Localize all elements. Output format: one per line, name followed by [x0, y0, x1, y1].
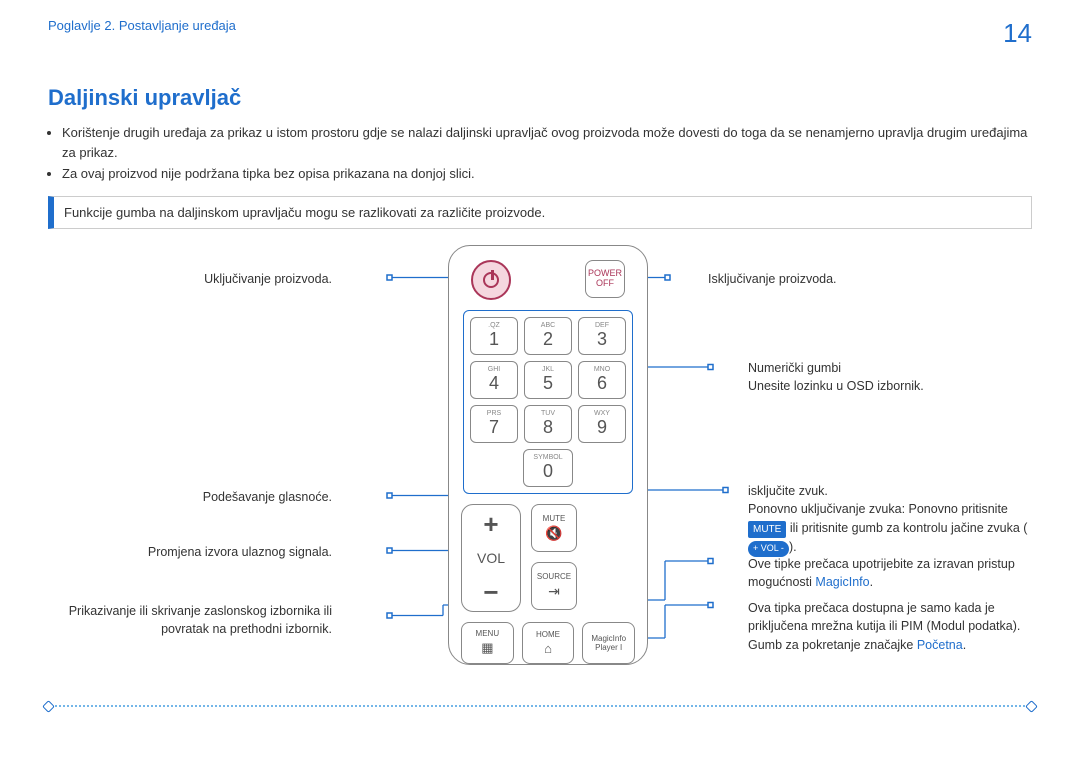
section-separator	[48, 705, 1032, 707]
page-number: 14	[1003, 18, 1032, 49]
numkey-1[interactable]: .QZ1	[470, 317, 518, 355]
numkey-6[interactable]: MNO6	[578, 361, 626, 399]
numkey-0[interactable]: SYMBOL0	[523, 449, 573, 487]
label-menu: Prikazivanje ili skrivanje zaslonskog iz…	[48, 602, 332, 640]
power-on-button[interactable]	[471, 260, 511, 300]
chapter-label: Poglavlje 2. Postavljanje uređaja	[48, 18, 236, 49]
page-title: Daljinski upravljač	[48, 85, 1032, 111]
numkey-8[interactable]: TUV8	[524, 405, 572, 443]
label-home: Ova tipka prečaca dostupna je samo kada …	[748, 599, 1032, 655]
numkey-7[interactable]: PRS7	[470, 405, 518, 443]
note-item: Korištenje drugih uređaja za prikaz u is…	[62, 123, 1032, 162]
label-numeric: Numerički gumbi Unesite lozinku u OSD iz…	[748, 359, 924, 397]
notes-list: Korištenje drugih uređaja za prikaz u is…	[48, 123, 1032, 184]
magicinfo-button[interactable]: MagicInfo Player I	[582, 622, 635, 664]
power-off-button[interactable]: POWER OFF	[585, 260, 625, 298]
label-power-off: Isključivanje proizvoda.	[708, 270, 837, 289]
callout-box: Funkcije gumba na daljinskom upravljaču …	[48, 196, 1032, 229]
numkey-4[interactable]: GHI4	[470, 361, 518, 399]
numeric-keypad: .QZ1 ABC2 DEF3 GHI4 JKL5 MNO6 PRS7 TUV8 …	[463, 310, 633, 494]
label-volume: Podešavanje glasnoće.	[203, 488, 332, 507]
numkey-5[interactable]: JKL5	[524, 361, 572, 399]
source-button[interactable]: SOURCE ⇥	[531, 562, 577, 610]
volume-rocker[interactable]: + VOL −	[461, 504, 521, 612]
label-power-on: Uključivanje proizvoda.	[204, 270, 332, 289]
note-item: Za ovaj proizvod nije podržana tipka bez…	[62, 164, 1032, 184]
numkey-9[interactable]: WXY9	[578, 405, 626, 443]
label-source: Promjena izvora ulaznog signala.	[148, 543, 332, 562]
label-mute: isključite zvuk. Ponovno uključivanje zv…	[748, 482, 1032, 557]
remote-diagram: POWER OFF .QZ1 ABC2 DEF3 GHI4 JKL5 MNO6 …	[48, 245, 1032, 685]
remote-control: POWER OFF .QZ1 ABC2 DEF3 GHI4 JKL5 MNO6 …	[448, 245, 648, 665]
numkey-3[interactable]: DEF3	[578, 317, 626, 355]
mute-button[interactable]: MUTE 🔇	[531, 504, 577, 552]
home-button[interactable]: HOME ⌂	[522, 622, 575, 664]
menu-button[interactable]: MENU ▦	[461, 622, 514, 664]
label-magicinfo: Ove tipke prečaca upotrijebite za izrava…	[748, 555, 1032, 593]
numkey-2[interactable]: ABC2	[524, 317, 572, 355]
